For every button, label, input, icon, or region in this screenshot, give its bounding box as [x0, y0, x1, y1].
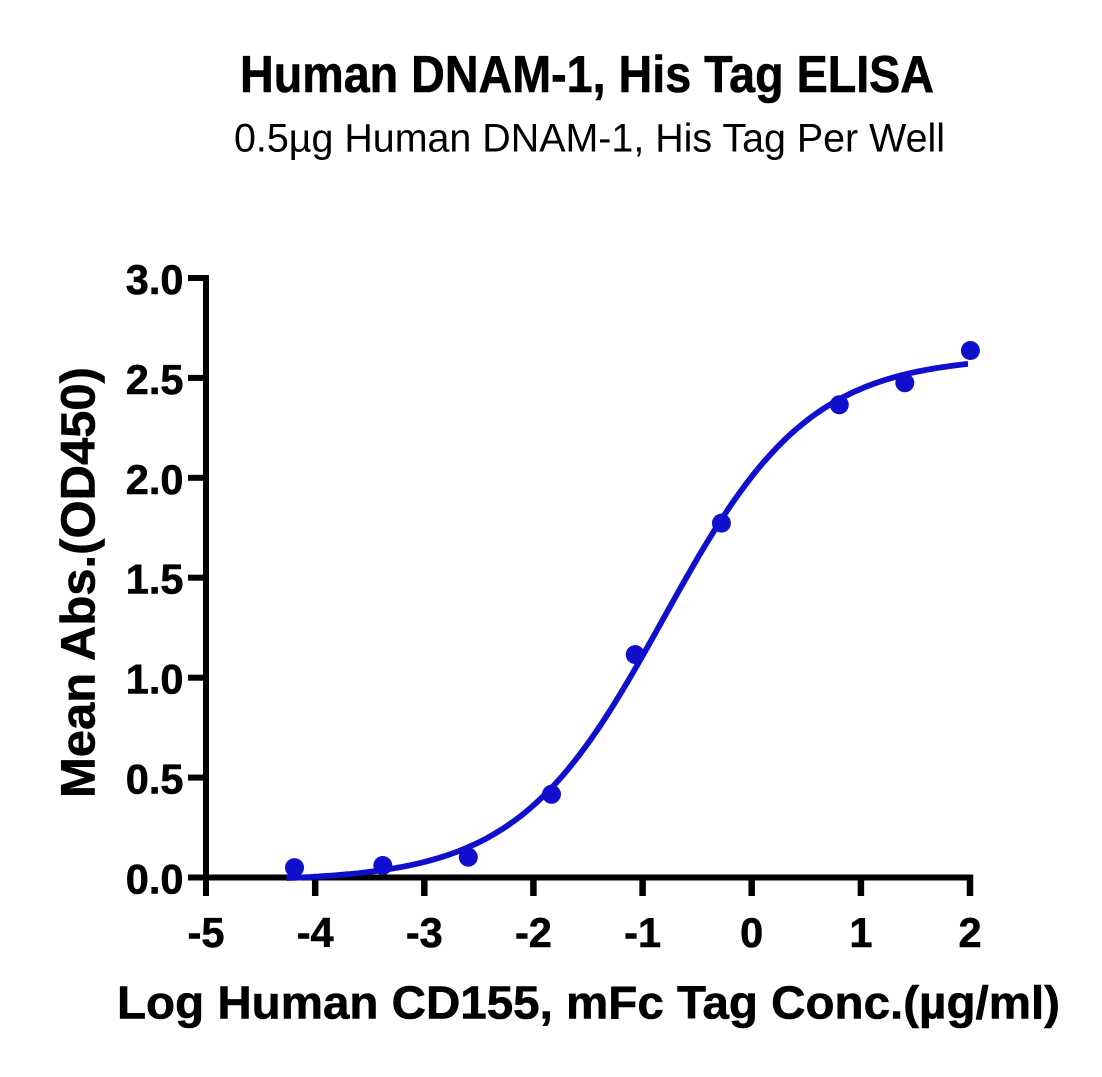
- svg-text:0.5µg Human DNAM-1, His Tag Pe: 0.5µg Human DNAM-1, His Tag Per Well: [234, 117, 945, 161]
- svg-text:Human DNAM-1, His Tag ELISA: Human DNAM-1, His Tag ELISA: [240, 46, 934, 104]
- svg-text:2: 2: [958, 909, 981, 956]
- svg-text:0.5: 0.5: [126, 756, 184, 803]
- svg-text:3.0: 3.0: [126, 256, 184, 303]
- svg-text:2.5: 2.5: [126, 356, 184, 403]
- svg-text:-3: -3: [406, 909, 443, 956]
- svg-text:-5: -5: [188, 909, 225, 956]
- svg-text:-2: -2: [515, 909, 552, 956]
- svg-text:Mean Abs.(OD450): Mean Abs.(OD450): [51, 367, 105, 798]
- svg-text:2.0: 2.0: [126, 456, 184, 503]
- svg-text:-1: -1: [624, 909, 661, 956]
- svg-text:Log Human CD155, mFc Tag Conc.: Log Human CD155, mFc Tag Conc.(µg/ml): [117, 976, 1060, 1028]
- svg-text:0.0: 0.0: [126, 856, 184, 903]
- svg-text:1: 1: [849, 909, 872, 956]
- svg-text:1.5: 1.5: [126, 556, 184, 603]
- svg-text:0: 0: [740, 909, 763, 956]
- svg-text:-4: -4: [297, 909, 334, 956]
- svg-text:1.0: 1.0: [126, 656, 184, 703]
